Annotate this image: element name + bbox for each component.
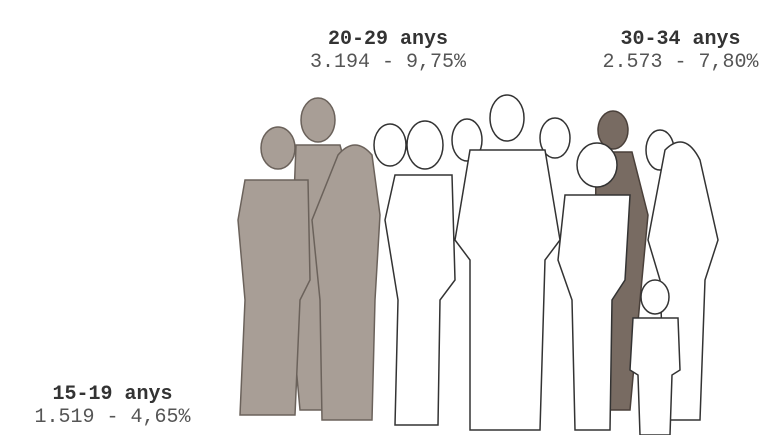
group-title: 15-19 anys: [0, 383, 225, 406]
group-title: 20-29 anys: [290, 28, 486, 51]
group-title: 30-34 anys: [578, 28, 783, 51]
group-stats: 2.573 - 7,80%: [578, 51, 783, 74]
group-stats: 3.194 - 9,75%: [290, 51, 486, 74]
group-label: 20-29 anys 3.194 - 9,75%: [290, 28, 486, 74]
group-stats: 1.519 - 4,65%: [0, 406, 225, 429]
group-label: 30-34 anys 2.573 - 7,80%: [578, 28, 783, 74]
person: [385, 121, 455, 425]
page: 20-29 anys 3.194 - 9,75% 30-34 anys 2.57…: [0, 0, 783, 435]
group-label: 15-19 anys 1.519 - 4,65%: [0, 383, 225, 429]
